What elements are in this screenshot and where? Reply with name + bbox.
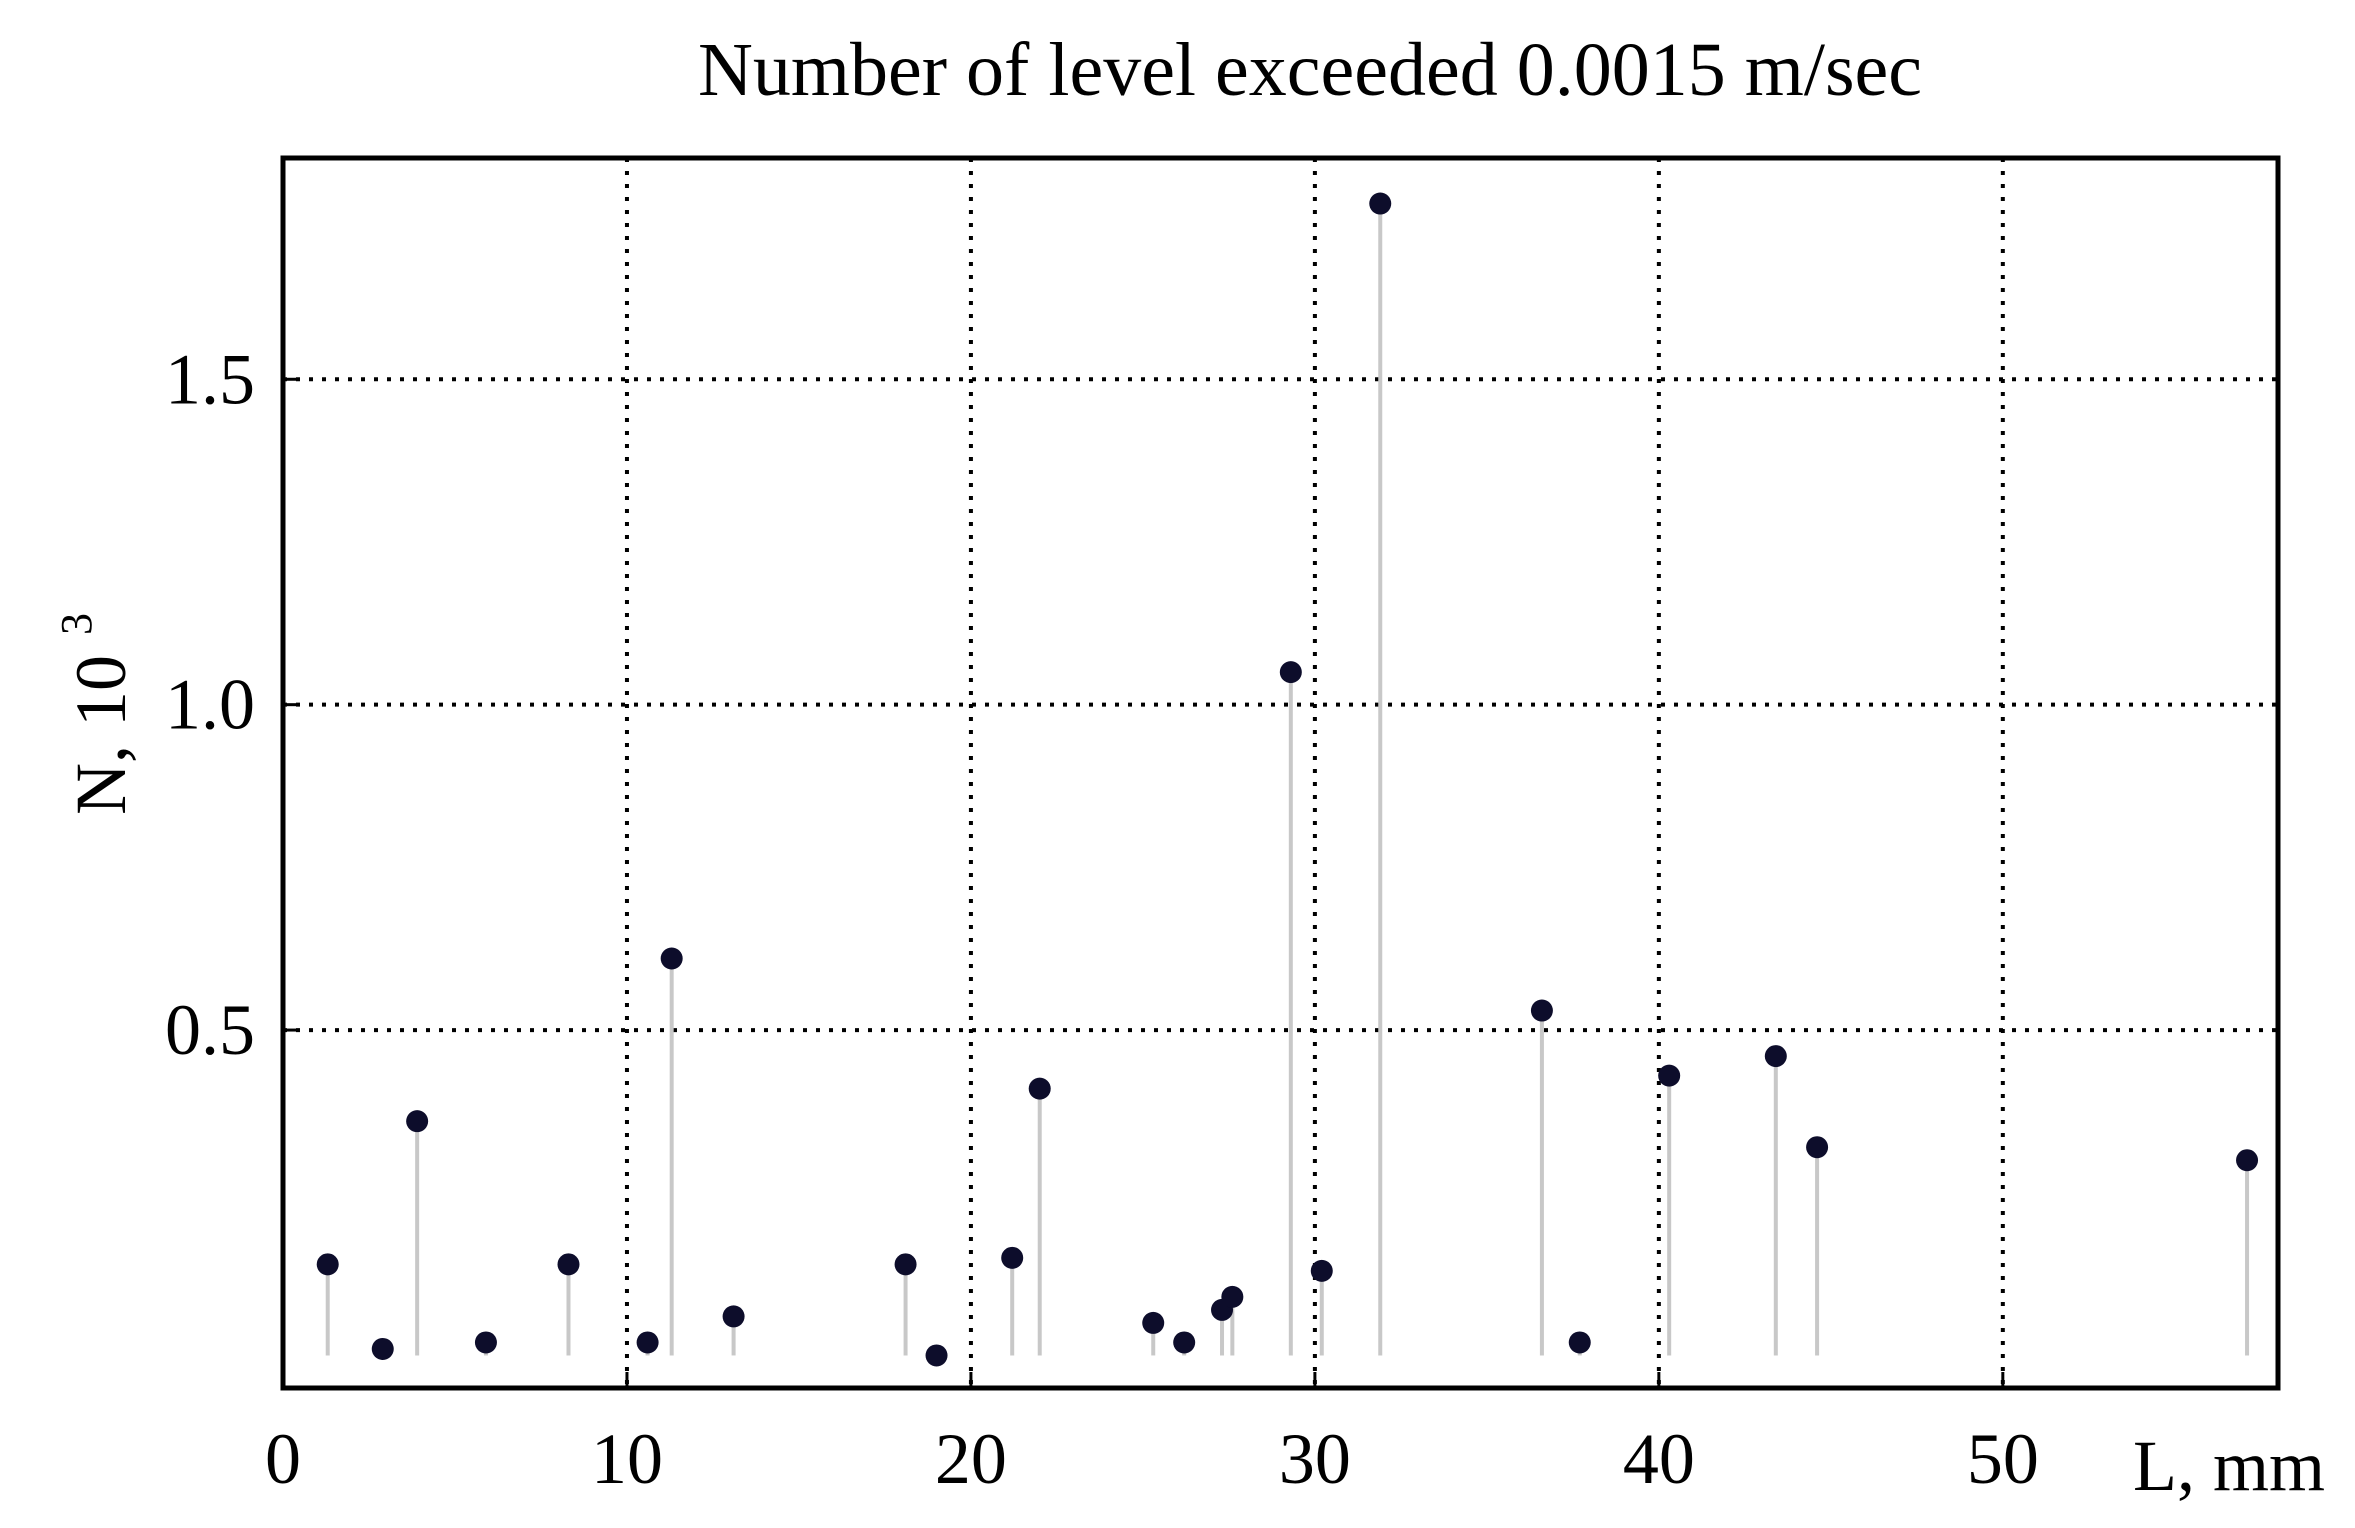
data-point <box>474 1331 497 1354</box>
chart-title: Number of level exceeded 0.0015 m/sec <box>698 28 1922 112</box>
data-point <box>316 1253 339 1276</box>
y-axis-label-exponent: 3 <box>52 613 101 635</box>
x-tick-label: 50 <box>1967 1419 2039 1499</box>
plot-frame <box>280 155 2281 1391</box>
y-axis-label-group: N, 10 3 <box>52 613 141 815</box>
data-point <box>722 1305 745 1328</box>
data-point <box>925 1344 948 1367</box>
y-axis-label: N, 10 <box>61 655 141 815</box>
data-point <box>1279 661 1302 684</box>
data-point <box>636 1331 659 1354</box>
x-tick-label: 30 <box>1279 1419 1351 1499</box>
data-point <box>1221 1285 1244 1308</box>
data-point <box>1310 1259 1333 1282</box>
stems <box>325 203 2250 1356</box>
data-point <box>1530 999 1553 1022</box>
x-tick-label: 0 <box>265 1419 301 1499</box>
data-point <box>1658 1064 1681 1087</box>
x-tick-label: 10 <box>591 1419 663 1499</box>
data-point <box>1568 1331 1591 1354</box>
data-point <box>557 1253 580 1276</box>
y-axis-ticks: 0.5 1.0 1.5 <box>165 339 299 1070</box>
data-point <box>1764 1045 1787 1068</box>
data-point <box>1806 1136 1829 1159</box>
data-points <box>316 192 2259 1367</box>
grid <box>283 158 2278 1388</box>
y-tick-label: 1.5 <box>165 339 255 419</box>
y-tick-label: 1.0 <box>165 665 255 745</box>
data-point <box>371 1337 394 1360</box>
y-tick-label: 0.5 <box>165 990 255 1070</box>
data-point <box>1028 1077 1051 1100</box>
x-axis-ticks: 0 10 20 30 40 50 <box>265 1372 2039 1499</box>
x-tick-label: 20 <box>935 1419 1007 1499</box>
data-point <box>1369 192 1392 215</box>
data-point <box>1142 1311 1165 1334</box>
data-point <box>1001 1246 1024 1269</box>
data-point <box>2236 1149 2259 1172</box>
data-point <box>660 947 683 970</box>
data-point <box>894 1253 917 1276</box>
x-tick-label: 40 <box>1623 1419 1695 1499</box>
data-point <box>1173 1331 1196 1354</box>
x-axis-label: L, mm <box>2133 1426 2325 1506</box>
data-point <box>406 1110 429 1133</box>
